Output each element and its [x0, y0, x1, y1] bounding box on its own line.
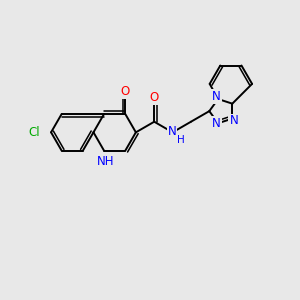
Text: N: N — [212, 90, 221, 103]
Text: N: N — [212, 117, 221, 130]
Text: O: O — [150, 91, 159, 104]
Text: Cl: Cl — [28, 126, 40, 139]
Text: N: N — [230, 115, 238, 128]
Text: N: N — [168, 125, 176, 138]
Text: NH: NH — [97, 155, 114, 168]
Text: O: O — [121, 85, 130, 98]
Text: H: H — [177, 135, 185, 145]
